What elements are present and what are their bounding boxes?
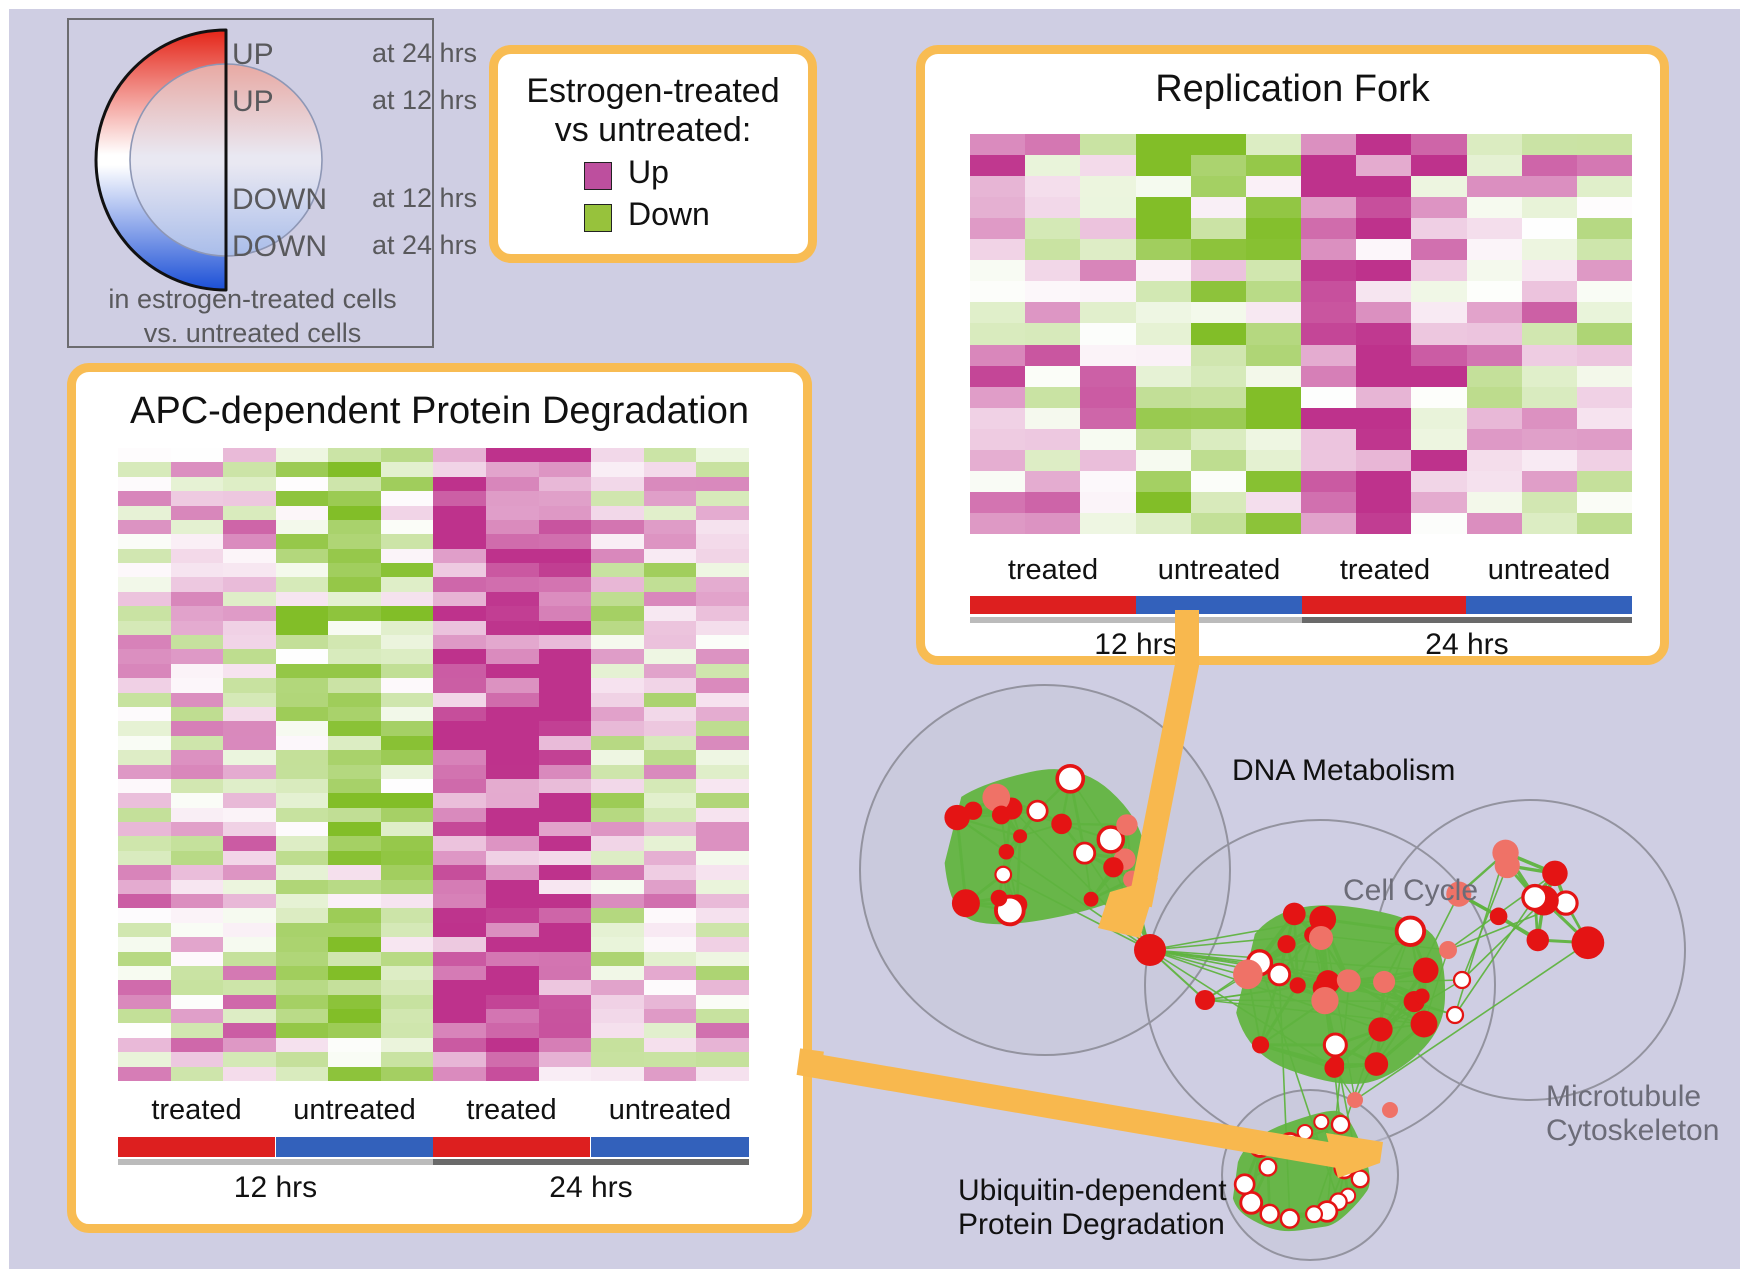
svg-text:Ubiquitin-dependent: Ubiquitin-dependent [958,1174,1227,1207]
svg-text:Cell Cycle: Cell Cycle [1343,874,1478,907]
svg-text:Protein Degradation: Protein Degradation [958,1208,1225,1241]
svg-text:Cytoskeleton: Cytoskeleton [1546,1114,1719,1147]
svg-text:DNA Metabolism: DNA Metabolism [1232,754,1455,787]
svg-text:Microtubule: Microtubule [1546,1080,1701,1113]
